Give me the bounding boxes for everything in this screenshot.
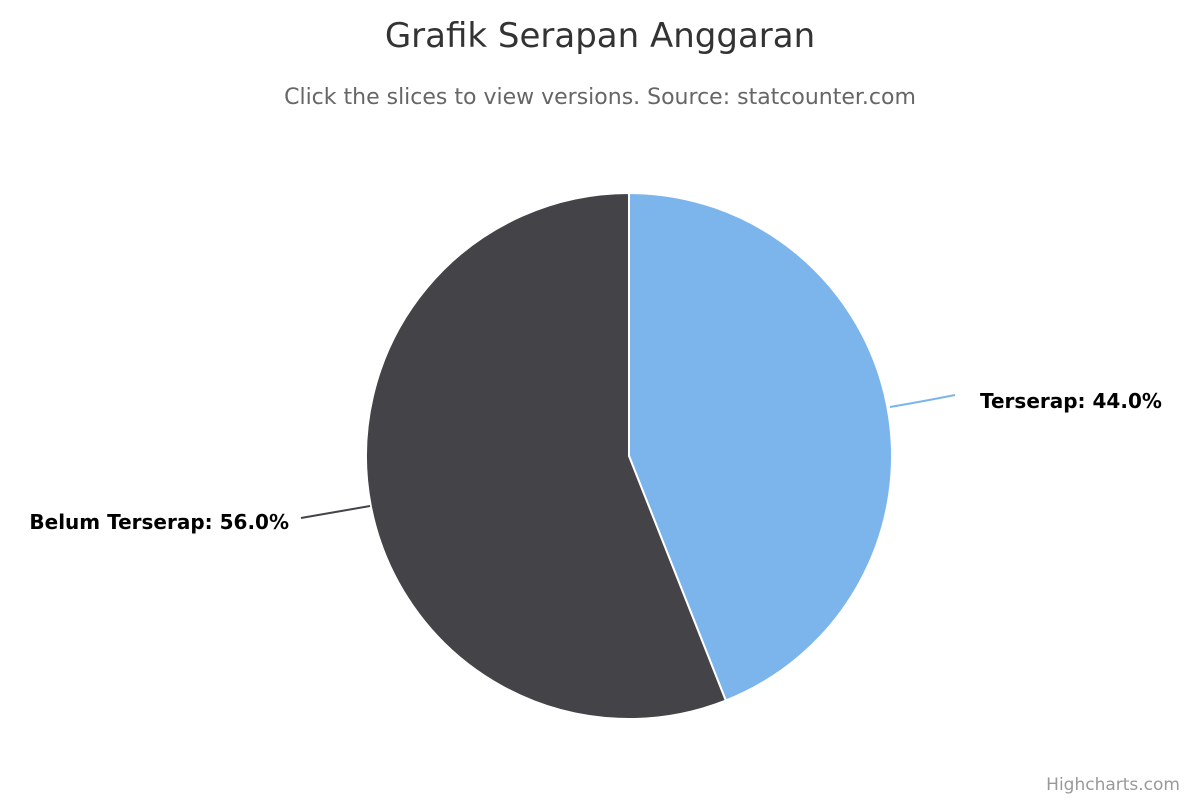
chart-subtitle: Click the slices to view versions. Sourc… <box>284 85 916 110</box>
connector-belum-terserap <box>300 505 371 519</box>
credits-link[interactable]: Highcharts.com <box>1046 775 1180 795</box>
pie-slices <box>365 191 893 720</box>
data-label-belum-terserap: Belum Terserap: 56.0% <box>29 510 289 534</box>
data-labels: Terserap: 44.0% Belum Terserap: 56.0% <box>29 389 1162 534</box>
data-label-connectors <box>300 394 956 519</box>
pie-slice-belum-terserap[interactable] <box>365 191 728 720</box>
data-label-terserap: Terserap: 44.0% <box>980 389 1162 413</box>
pie-slice-terserap[interactable] <box>628 191 893 702</box>
connector-terserap <box>889 394 956 408</box>
chart-title: Grafik Serapan Anggaran <box>385 16 815 56</box>
